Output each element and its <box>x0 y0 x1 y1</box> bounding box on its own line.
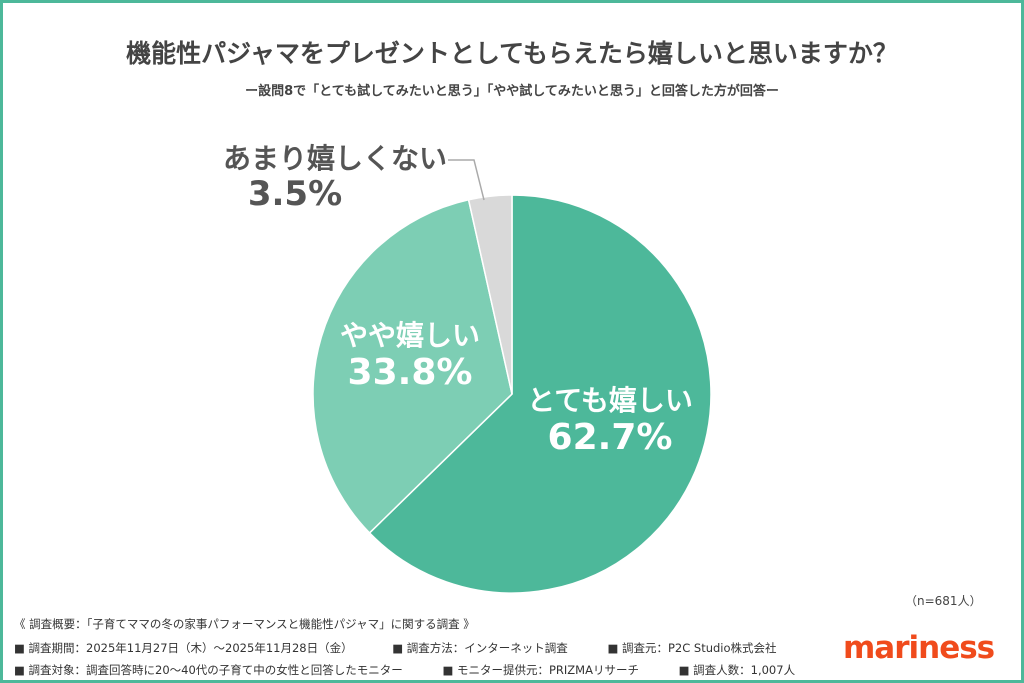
sample-size: （n=681人） <box>905 594 982 608</box>
leader-line <box>448 159 485 201</box>
slice-value: 62.7% <box>547 417 673 459</box>
footer-row-1: ■ 調査期間：2025年11月27日（木）～2025年11月28日（金） ■ 調… <box>14 640 813 656</box>
survey-provider: ■ モニター提供元：PRIZMAリサーチ <box>442 663 639 677</box>
mariness-logo: mariness <box>843 630 995 666</box>
pie-slice-2 <box>467 194 513 395</box>
survey-method: ■ 調査方法：インターネット調査 <box>392 641 568 655</box>
survey-source: ■ 調査元：P2C Studio株式会社 <box>607 641 777 655</box>
survey-count: ■ 調査人数：1,007人 <box>678 663 796 677</box>
survey-target: ■ 調査対象：調査回答時に20～40代の子育て中の女性と回答したモニター <box>14 663 403 677</box>
footer-heading: 《 調査概要：「子育てママの冬の家事パフォーマンスと機能性パジャマ」に関する調査… <box>14 617 475 631</box>
slice-name: やや嬉しい <box>339 319 480 352</box>
slice-label-0: とても嬉しい 62.7% <box>500 384 720 459</box>
chart-title: 機能性パジャマをプレゼントとしてもらえたら嬉しいと思いますか？ <box>126 39 898 68</box>
slice-label-2: あまり嬉しくない 3.5% <box>215 142 455 214</box>
footer-row-2: ■ 調査対象：調査回答時に20～40代の子育て中の女性と回答したモニター ■ モ… <box>14 662 831 678</box>
chart-subtitle: ー設問8で「とても試してみたいと思う」「やや試してみたいと思う」と回答した方が回… <box>245 84 779 99</box>
slice-name: あまり嬉しくない <box>222 142 447 175</box>
survey-period: ■ 調査期間：2025年11月27日（木）～2025年11月28日（金） <box>14 641 353 655</box>
slice-value: 33.8% <box>347 352 473 394</box>
pie-slice-1 <box>312 198 513 534</box>
slice-name: とても嬉しい <box>527 384 693 417</box>
slice-label-1: やや嬉しい 33.8% <box>300 319 520 394</box>
pie-slice-0 <box>368 194 712 594</box>
slice-value: 3.5% <box>247 174 343 215</box>
